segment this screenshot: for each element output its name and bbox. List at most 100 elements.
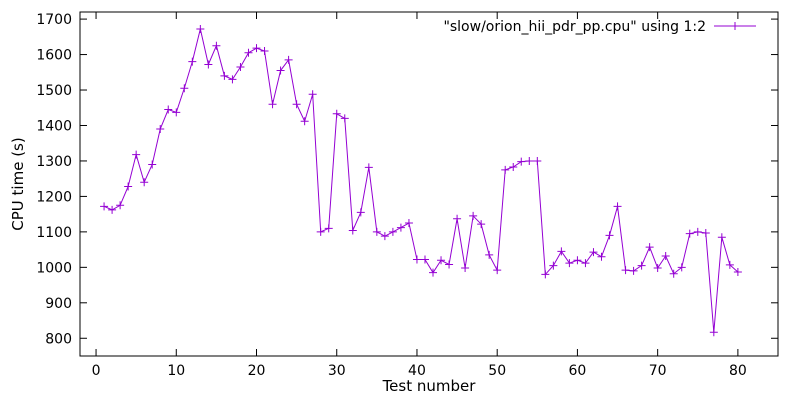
data-point — [429, 268, 438, 277]
data-point — [276, 66, 285, 75]
data-point — [244, 48, 253, 57]
y-tick-label: 900 — [45, 296, 72, 312]
data-point — [461, 264, 470, 273]
data-point — [437, 256, 446, 265]
data-point — [404, 219, 413, 228]
data-point — [396, 223, 405, 232]
x-axis-title: Test number — [382, 377, 477, 395]
y-tick-label: 1500 — [36, 83, 72, 99]
plot-frame — [79, 11, 779, 357]
data-point — [517, 157, 526, 166]
y-tick-label: 1600 — [36, 48, 72, 64]
data-point — [388, 227, 397, 236]
data-point — [228, 75, 237, 84]
data-point — [340, 114, 349, 123]
data-point — [469, 211, 478, 220]
x-tick-label: 30 — [328, 363, 346, 379]
data-point — [204, 60, 213, 69]
data-point — [605, 231, 614, 240]
data-point — [549, 261, 558, 270]
y-tick-label: 1300 — [36, 154, 72, 170]
x-axis-ticks: 0 10 20 30 40 50 60 70 80 — [92, 12, 747, 379]
x-tick-label: 60 — [569, 363, 587, 379]
data-point — [453, 214, 462, 223]
data-point — [509, 162, 518, 171]
y-tick-label: 800 — [45, 331, 72, 347]
data-point — [252, 44, 261, 53]
series-layer — [100, 25, 742, 337]
x-tick-label: 0 — [92, 363, 101, 379]
data-point — [661, 251, 670, 260]
data-point — [717, 233, 726, 242]
data-point — [637, 261, 646, 270]
data-point — [324, 224, 333, 233]
data-point — [212, 41, 221, 50]
y-tick-label: 1400 — [36, 118, 72, 134]
data-point — [629, 266, 638, 275]
data-point — [108, 205, 117, 214]
data-point — [100, 202, 109, 211]
data-point — [132, 150, 141, 159]
x-tick-label: 50 — [488, 363, 506, 379]
data-point — [589, 248, 598, 257]
data-point — [645, 243, 654, 252]
data-point — [164, 105, 173, 114]
x-tick-label: 70 — [649, 363, 667, 379]
data-point — [533, 156, 542, 165]
data-point — [420, 255, 429, 264]
y-axis-ticks: 800 900 1000 1100 1200 1300 1400 1500 1600 1700 — [36, 12, 778, 347]
data-point — [693, 227, 702, 236]
x-tick-label: 80 — [729, 363, 747, 379]
data-point — [260, 47, 269, 56]
data-point — [685, 229, 694, 238]
data-point — [725, 260, 734, 269]
data-point — [236, 62, 245, 71]
data-point — [372, 227, 381, 236]
data-point — [348, 226, 357, 235]
legend-label: "slow/orion_hii_pdr_pp.cpu" using 1:2 — [443, 19, 706, 35]
data-point — [364, 163, 373, 172]
data-point — [501, 165, 510, 174]
data-point — [613, 202, 622, 211]
data-point — [541, 270, 550, 279]
data-point — [356, 208, 365, 217]
data-point — [709, 328, 718, 337]
data-point — [597, 252, 606, 261]
y-tick-label: 1100 — [36, 225, 72, 241]
data-point — [148, 160, 157, 169]
data-point — [284, 55, 293, 64]
data-point — [493, 266, 502, 275]
data-point — [172, 108, 181, 117]
data-point — [268, 100, 277, 109]
data-point — [124, 182, 133, 191]
data-point — [220, 71, 229, 80]
data-point — [477, 220, 486, 229]
data-point — [581, 259, 590, 268]
data-point — [525, 156, 534, 165]
legend-point-marker — [731, 22, 739, 30]
data-point — [196, 25, 205, 34]
y-axis-title: CPU time (s) — [9, 137, 27, 230]
data-point — [156, 125, 165, 134]
y-tick-label: 1700 — [36, 12, 72, 28]
legend: "slow/orion_hii_pdr_pp.cpu" using 1:2 — [443, 19, 756, 35]
data-point — [573, 256, 582, 265]
data-point — [557, 247, 566, 256]
y-tick-label: 1000 — [36, 260, 72, 276]
data-point — [565, 259, 574, 268]
data-point — [701, 228, 710, 237]
data-point — [653, 264, 662, 273]
y-tick-label: 1200 — [36, 189, 72, 205]
data-point — [621, 266, 630, 275]
data-point — [316, 227, 325, 236]
data-point — [308, 90, 317, 99]
x-tick-label: 20 — [248, 363, 266, 379]
series-line — [103, 28, 739, 333]
data-point — [412, 255, 421, 264]
data-point — [733, 267, 742, 276]
data-point — [445, 260, 454, 269]
data-point — [485, 250, 494, 259]
data-point — [180, 84, 189, 93]
data-point — [669, 269, 678, 278]
